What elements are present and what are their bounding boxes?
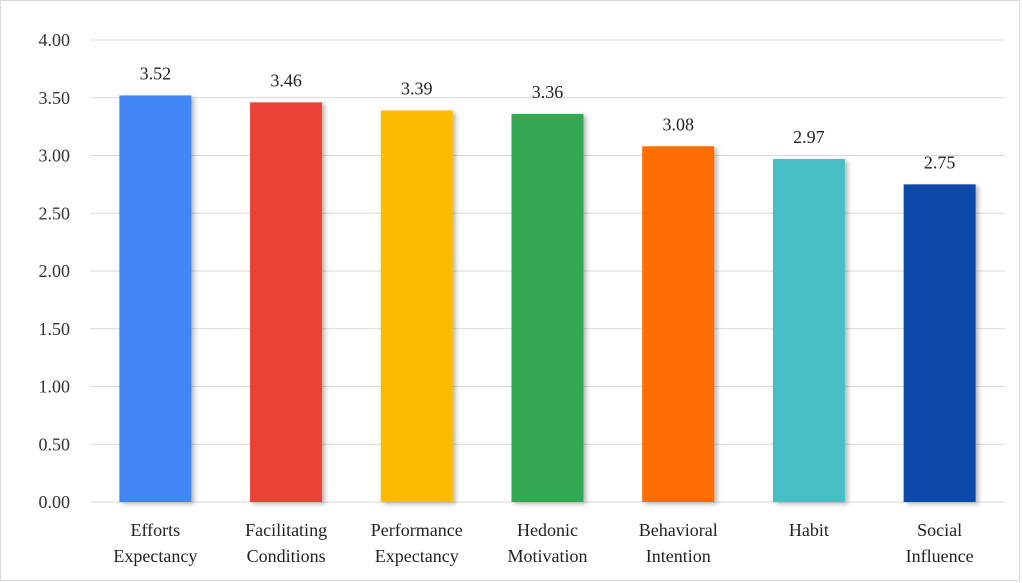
bar bbox=[642, 146, 715, 502]
bar bbox=[380, 110, 453, 502]
category-label-line: Expectancy bbox=[113, 546, 197, 566]
y-tick-label: 3.50 bbox=[39, 88, 71, 108]
bar bbox=[511, 113, 584, 503]
y-tick-label: 2.00 bbox=[39, 261, 71, 281]
data-label: 3.52 bbox=[140, 63, 172, 83]
category-label-line: Influence bbox=[906, 546, 974, 566]
category-label-line: Efforts bbox=[131, 520, 181, 540]
category-label: Hedonic Motivation bbox=[508, 520, 588, 566]
category-label-line: Intention bbox=[646, 546, 711, 566]
category-label-line: Performance bbox=[371, 520, 463, 540]
category-label: Habit bbox=[789, 520, 829, 540]
y-axis-tick-labels: 0.00 0.50 1.00 1.50 2.00 2.50 3.00 3.50 4.00 bbox=[39, 30, 71, 512]
category-label: Social Influence bbox=[906, 520, 974, 566]
bar bbox=[903, 184, 976, 502]
category-label-line: Conditions bbox=[247, 546, 326, 566]
data-label: 3.08 bbox=[662, 114, 694, 134]
y-tick-label: 1.50 bbox=[39, 319, 71, 339]
bar bbox=[772, 158, 845, 502]
data-labels: 3.52 3.46 3.39 3.36 3.08 2.97 2.75 bbox=[140, 63, 956, 172]
gridlines bbox=[90, 39, 1005, 503]
category-label-line: Motivation bbox=[508, 546, 588, 566]
category-label-line: Facilitating bbox=[245, 520, 327, 540]
data-label: 3.46 bbox=[270, 70, 302, 90]
category-label-line: Habit bbox=[789, 520, 829, 540]
data-label: 2.75 bbox=[924, 152, 956, 172]
data-label: 3.39 bbox=[401, 78, 433, 98]
category-label: Efforts Expectancy bbox=[113, 520, 197, 566]
y-tick-label: 4.00 bbox=[39, 30, 71, 50]
category-label-line: Behavioral bbox=[639, 520, 718, 540]
x-axis-category-labels: Efforts Expectancy Facilitating Conditions P… bbox=[113, 520, 973, 566]
bar bbox=[250, 102, 323, 503]
y-tick-label: 0.50 bbox=[39, 434, 71, 454]
category-label: Facilitating Conditions bbox=[245, 520, 327, 566]
y-tick-label: 3.00 bbox=[39, 146, 71, 166]
y-tick-label: 2.50 bbox=[39, 203, 71, 223]
category-label: Behavioral Intention bbox=[639, 520, 718, 566]
data-label: 2.97 bbox=[793, 127, 825, 147]
category-label-line: Hedonic bbox=[517, 520, 578, 540]
data-label: 3.36 bbox=[532, 82, 564, 102]
bars bbox=[119, 95, 976, 503]
category-label: Performance Expectancy bbox=[371, 520, 463, 566]
bar bbox=[119, 95, 192, 502]
y-tick-label: 1.00 bbox=[39, 377, 71, 397]
category-label-line: Expectancy bbox=[375, 546, 459, 566]
y-tick-label: 0.00 bbox=[39, 492, 71, 512]
category-label-line: Social bbox=[917, 520, 962, 540]
